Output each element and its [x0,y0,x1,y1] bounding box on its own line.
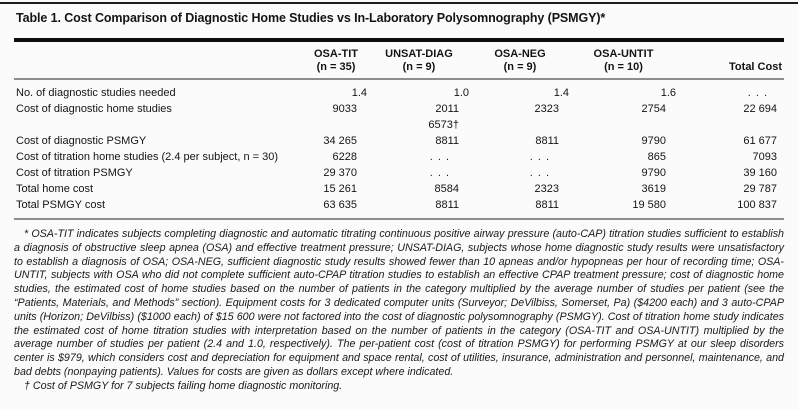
header-total-cost: Total Cost [677,42,784,80]
header-osa-tit: OSA-TIT (n = 35) [304,42,368,80]
table-row: Cost of titration home studies (2.4 per … [14,149,784,165]
cell-value: 39 160 [743,167,777,179]
table-row: Total PSMGY cost 63 635 8811 8811 19 580 100 … [14,197,784,213]
cell-value: 2754 [641,103,666,115]
table-row: No. of diagnostic studies needed 1.4 1.0 1.… [14,79,784,101]
cell-value: 63 635 [323,199,357,211]
header-group-n: (n = 9) [503,61,537,73]
row-label: Cost of titration PSMGY [16,167,133,179]
cell-value: 3619 [641,183,666,195]
cell-value: 34 265 [323,135,357,147]
cell-value: 19 580 [632,199,666,211]
cell-value: 15 261 [323,183,357,195]
cell-value: 2323 [534,103,559,115]
header-osa-neg: OSA-NEG (n = 9) [470,42,570,80]
cell-value: . . . [429,167,450,179]
row-label: No. of diagnostic studies needed [16,87,176,99]
header-group-name: UNSAT-DIAG [385,48,453,60]
cell-value: 1.6 [660,87,676,99]
cell-value: 7093 [752,151,777,163]
cell-value: 100 837 [737,199,777,211]
cell-value: 8811 [435,199,459,211]
table-row: Cost of diagnostic home studies 9033 2011 6… [14,101,784,133]
header-group-name: OSA-TIT [314,48,358,60]
table-row: Cost of diagnostic PSMGY 34 265 8811 8811 97… [14,133,784,149]
title-thick-rule [14,38,784,42]
cell-value: 8584 [434,183,459,195]
cell-value: 8811 [535,135,559,147]
header-group-n: (n = 10) [604,61,643,73]
cell-value: 22 694 [743,103,777,115]
footnote-asterisk: * OSA-TIT indicates subjects completing … [14,228,784,378]
cell-value: 2011 6573† [428,103,459,131]
cell-value: 2323 [534,183,559,195]
row-label: Total PSMGY cost [16,199,106,211]
header-group-name: OSA-NEG [494,48,546,60]
cell-value: . . . [529,167,550,179]
header-empty [14,42,304,80]
header-group-name: OSA-UNTIT [593,48,654,60]
cell-value: 8811 [435,135,459,147]
row-label: Cost of titration home studies (2.4 per … [16,151,278,163]
header-row: OSA-TIT (n = 35) UNSAT-DIAG (n = 9) OSA-… [14,42,784,80]
cell-value: 8811 [535,199,559,211]
row-label: Total home cost [16,183,94,195]
header-osa-untit: OSA-UNTIT (n = 10) [570,42,677,80]
table-body: No. of diagnostic studies needed 1.4 1.0 1.… [14,79,784,213]
cell-value: . . . [747,87,768,99]
cell-value: . . . [529,151,550,163]
cell-value: 29 370 [323,167,357,179]
cell-value: 61 677 [743,135,777,147]
header-group-name: Total Cost [729,61,782,73]
page-top-rule [0,2,798,4]
row-label: Cost of diagnostic home studies [16,103,172,115]
cell-value: 1.4 [553,87,569,99]
header-unsat-diag: UNSAT-DIAG (n = 9) [368,42,470,80]
row-label: Cost of diagnostic PSMGY [16,135,147,147]
table-title: Table 1. Cost Comparison of Diagnostic H… [16,11,606,25]
header-group-n: (n = 9) [402,61,436,73]
footnote-separator-rule [14,218,784,220]
cell-value: 29 787 [743,183,777,195]
footnote-dagger: † Cost of PSMGY for 7 subjects failing h… [24,379,343,392]
cell-value: 6228 [332,151,357,163]
cell-value: 9790 [641,167,666,179]
footnotes: * OSA-TIT indicates subjects completing … [14,228,784,394]
cell-value: 1.0 [453,87,469,99]
table-row: Total home cost 15 261 8584 2323 3619 29 787 [14,181,784,197]
header-group-n: (n = 35) [316,61,356,73]
cell-value: 1.4 [351,87,367,99]
cost-comparison-table: OSA-TIT (n = 35) UNSAT-DIAG (n = 9) OSA-… [14,42,784,213]
cell-value: 865 [647,151,666,163]
cell-value: 9033 [332,103,357,115]
table-content: Table 1. Cost Comparison of Diagnostic H… [0,11,798,394]
table-row: Cost of titration PSMGY 29 370 . . . . . . 9… [14,165,784,181]
cell-value: . . . [429,151,450,163]
cell-value: 9790 [641,135,666,147]
